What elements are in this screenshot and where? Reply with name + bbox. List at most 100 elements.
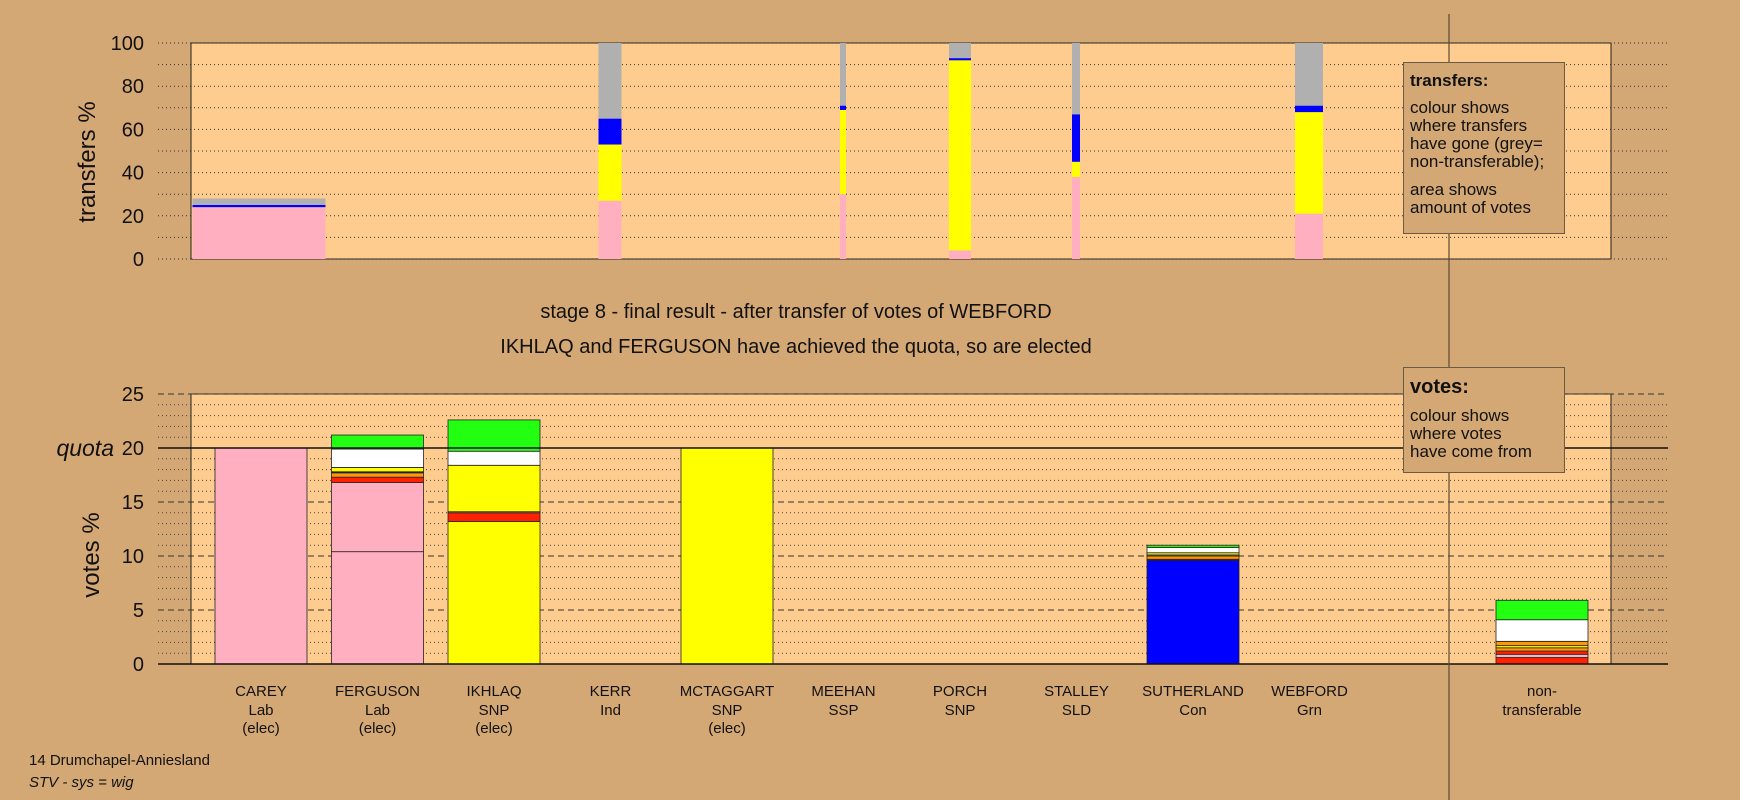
candidate-name-label: MCTAGGART: [680, 683, 774, 700]
vote-bar-ferguson: [331, 551, 424, 665]
transfer-segment-stalley: [1072, 43, 1080, 115]
vote-bar-mctaggart: [680, 447, 774, 665]
candidate-name-label: PORCH: [933, 683, 987, 700]
vote-bar-nontransferable: [1495, 657, 1589, 665]
vote-bar-nontransferable: [1495, 650, 1589, 655]
candidate-name-label: CAREY: [235, 683, 287, 700]
votes-tick-label: 5: [133, 600, 144, 622]
transfer-segment-kerr: [598, 118, 622, 145]
vote-bar-ikhlaq: [447, 450, 541, 466]
candidate-status-label: (elec): [475, 720, 513, 737]
votes-legend-line: colour shows: [1410, 406, 1510, 425]
nontransferable-label: transferable: [1502, 702, 1581, 719]
candidate-name-label: KERR: [590, 683, 632, 700]
votes-tick-label: 20: [122, 438, 144, 460]
candidate-party-label: Lab: [248, 702, 273, 719]
vote-bar-ferguson: [331, 434, 424, 450]
vote-bar-ferguson: [331, 467, 424, 473]
vote-bar-sutherland: [1146, 546, 1240, 554]
vote-bar-sutherland: [1146, 555, 1240, 560]
transfers-tick-label: 100: [111, 33, 144, 55]
transfers-tick-label: 40: [122, 163, 144, 185]
candidate-party-label: SLD: [1062, 702, 1091, 719]
transfer-segment-carey: [192, 207, 326, 259]
candidate-status-label: (elec): [242, 720, 280, 737]
votes-tick-label: 10: [122, 546, 144, 568]
nontransferable-label: non-: [1527, 683, 1557, 700]
candidate-party-label: SNP: [479, 702, 510, 719]
vote-bar-nontransferable: [1495, 647, 1589, 652]
transfer-segment-meehan: [840, 105, 846, 110]
transfers-legend: transfers: colour shows where transfers …: [1403, 62, 1565, 234]
vote-bar-ferguson: [331, 448, 424, 468]
vote-bar-sutherland: [1146, 544, 1240, 548]
transfers-legend-line: amount of votes: [1410, 198, 1531, 217]
votes-tick-label: 25: [122, 384, 144, 406]
votes-tick-label: 0: [133, 654, 144, 676]
transfer-segment-porch: [949, 43, 971, 59]
transfer-segment-meehan: [840, 194, 846, 259]
transfer-segment-kerr: [598, 144, 622, 201]
transfer-segment-carey: [192, 198, 326, 205]
vote-bar-ferguson: [331, 476, 424, 483]
transfer-segment-stalley: [1072, 114, 1080, 162]
transfers-axis-title: transfers %: [74, 101, 101, 222]
vote-bar-ikhlaq: [447, 464, 541, 513]
system-label: STV - sys = wig: [29, 774, 134, 791]
candidate-party-label: SSP: [828, 702, 858, 719]
transfer-segment-webford: [1295, 105, 1323, 113]
vote-bar-ferguson: [331, 472, 424, 478]
vote-bar-ikhlaq: [447, 512, 541, 522]
votes-legend: votes: colour shows where votes have com…: [1403, 367, 1565, 473]
transfer-segment-porch: [949, 58, 971, 61]
votes-legend-title: votes:: [1410, 376, 1469, 398]
transfer-segment-webford: [1295, 112, 1323, 214]
transfer-segment-carey: [192, 205, 326, 208]
votes-plot-area: [190, 393, 1612, 665]
transfers-legend-line: colour shows: [1410, 98, 1510, 117]
candidate-party-label: SNP: [712, 702, 743, 719]
transfers-legend-title: transfers:: [1410, 71, 1489, 90]
transfers-tick-label: 60: [122, 119, 144, 141]
transfers-legend-line: area shows: [1410, 180, 1497, 199]
transfer-segment-meehan: [840, 43, 846, 106]
vote-bar-sutherland: [1146, 559, 1240, 665]
result-subtitle: IKHLAQ and FERGUSON have achieved the qu…: [500, 336, 1091, 358]
candidate-name-label: FERGUSON: [335, 683, 420, 700]
transfer-segment-porch: [949, 250, 971, 259]
transfers-legend-line: where transfers: [1410, 116, 1528, 135]
transfer-segment-webford: [1295, 213, 1323, 259]
candidate-status-label: (elec): [708, 720, 746, 737]
transfer-segment-porch: [949, 60, 971, 251]
candidate-party-label: Grn: [1297, 702, 1322, 719]
transfers-tick-label: 0: [133, 249, 144, 271]
ward-label: 14 Drumchapel-Anniesland: [29, 752, 210, 769]
transfer-segment-stalley: [1072, 161, 1080, 177]
transfer-segment-stalley: [1072, 176, 1080, 259]
candidate-name-label: IKHLAQ: [466, 683, 521, 700]
vote-bar-nontransferable: [1495, 640, 1589, 647]
votes-legend-line: where votes: [1410, 424, 1502, 443]
transfer-segment-kerr: [598, 200, 622, 259]
quota-label: quota: [56, 435, 114, 461]
candidate-party-label: Con: [1179, 702, 1207, 719]
vote-bar-nontransferable: [1495, 653, 1589, 658]
vote-bar-carey: [214, 447, 308, 665]
transfers-tick-label: 80: [122, 76, 144, 98]
vote-bar-ferguson: [331, 482, 424, 553]
transfer-segment-meehan: [840, 109, 846, 195]
candidate-name-label: MEEHAN: [811, 683, 875, 700]
transfers-legend-line: have gone (grey=: [1410, 134, 1543, 153]
candidate-status-label: (elec): [359, 720, 397, 737]
votes-legend-line: have come from: [1410, 442, 1532, 461]
transfers-tick-label: 20: [122, 206, 144, 228]
transfer-segment-webford: [1295, 43, 1323, 106]
candidate-name-label: SUTHERLAND: [1142, 683, 1244, 700]
transfers-legend-line: non-transferable);: [1410, 152, 1545, 171]
vote-bar-ikhlaq: [447, 419, 541, 452]
candidate-party-label: Lab: [365, 702, 390, 719]
candidate-name-label: WEBFORD: [1271, 683, 1348, 700]
vote-bar-nontransferable: [1495, 619, 1589, 642]
candidate-name-label: STALLEY: [1044, 683, 1109, 700]
